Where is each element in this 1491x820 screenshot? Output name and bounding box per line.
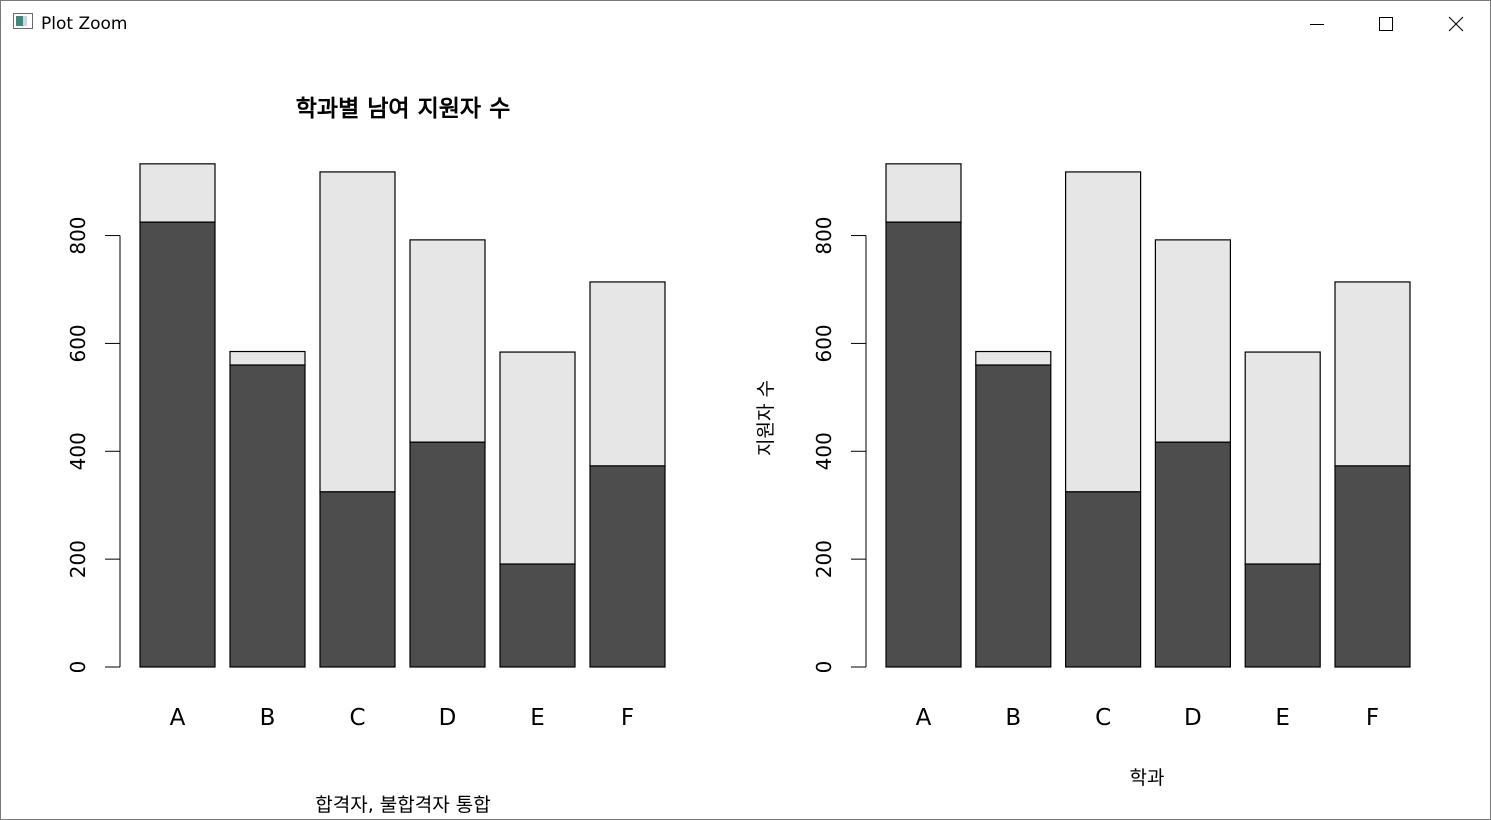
plot-area: 학과별 남여 지원자 수 0 200 400 600 800 A B C D E F 합격자, 불… [66,96,1411,816]
x-axis-label: 학과 [1130,767,1165,789]
y-tick-label: 800 [66,216,90,254]
bars [885,163,1411,668]
title-bar[interactable]: Plot Zoom [1,1,1490,47]
bar-b-segment-2 [229,350,306,366]
y-tick-label: 0 [812,661,836,674]
maximize-button[interactable] [1352,1,1420,47]
bar-c-segment-2 [1064,171,1142,493]
bar-e-segment-1 [1244,563,1321,668]
bar-d-segment-1 [1154,441,1232,668]
bar-a-segment-2 [885,163,962,223]
bar-e-segment-1 [499,563,576,668]
y-tick-label: 600 [66,324,90,362]
bar-e-segment-2 [1244,351,1321,565]
x-tick-label: F [1366,705,1379,731]
bar-d-segment-2 [409,239,486,443]
bars [139,163,666,668]
bar-c-segment-1 [319,491,396,668]
x-tick-label: F [621,705,634,731]
y-tick-label: 200 [66,540,90,578]
bar-b-segment-1 [229,364,306,668]
window-title: Plot Zoom [41,14,128,34]
x-tick-label: D [439,705,457,731]
bar-c-segment-1 [1064,491,1142,668]
bar-b-segment-1 [975,364,1052,668]
y-tick-label: 200 [812,540,836,578]
bar-d-segment-1 [409,441,486,668]
x-tick-label: E [530,705,545,731]
x-tick-label: C [1095,705,1111,731]
bar-f-segment-1 [589,465,666,668]
x-tick-label: B [260,705,276,731]
chart-left: 학과별 남여 지원자 수 0 200 400 600 800 A B C D E F 합격자, 불… [66,96,666,816]
x-tick-labels: A B C D E F [170,705,634,731]
bar-f-segment-1 [1334,465,1411,668]
bar-a-segment-2 [139,163,216,223]
chart-right: 0 200 400 600 800 A B C D E F 학과 지원자 수 [755,163,1411,789]
x-axis-label: 합격자, 불합격자 통합 [315,794,490,816]
y-axis: 0 200 400 600 800 [812,216,867,674]
close-button[interactable] [1422,1,1490,47]
bar-c-segment-2 [319,171,396,493]
bar-b-segment-2 [975,350,1052,366]
minimize-icon [1310,24,1324,25]
chart-title: 학과별 남여 지원자 수 [296,96,510,122]
y-tick-label: 0 [66,661,90,674]
bar-e-segment-2 [499,351,576,565]
minimize-button[interactable] [1283,1,1351,47]
bar-d-segment-2 [1154,239,1232,443]
x-tick-label: E [1275,705,1290,731]
close-icon [1448,16,1464,32]
x-tick-label: A [170,705,186,731]
bar-f-segment-2 [1334,281,1411,467]
y-axis-label: 지원자 수 [755,380,777,456]
x-tick-label: D [1184,705,1202,731]
y-tick-label: 400 [812,432,836,470]
y-tick-label: 600 [812,324,836,362]
x-tick-labels: A B C D E F [916,705,1379,731]
bar-f-segment-2 [589,281,666,467]
x-tick-label: B [1005,705,1021,731]
x-tick-label: A [916,705,932,731]
r-plot-window-icon [13,13,33,29]
y-axis: 0 200 400 600 800 [66,216,121,674]
maximize-icon [1379,17,1393,31]
y-tick-label: 400 [66,432,90,470]
bar-a-segment-1 [139,221,216,668]
y-tick-label: 800 [812,216,836,254]
x-tick-label: C [349,705,365,731]
bar-a-segment-1 [885,221,962,668]
